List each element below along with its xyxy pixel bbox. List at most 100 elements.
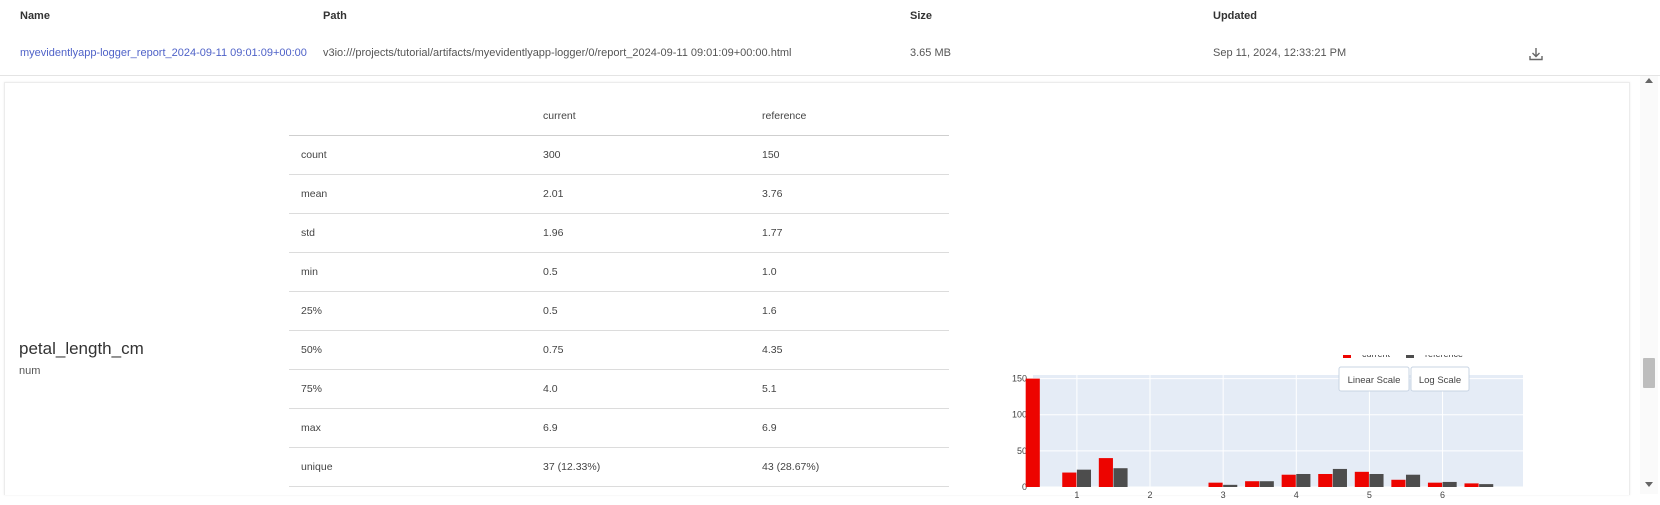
column-header-path[interactable]: Path <box>323 10 347 22</box>
stat-current: 0.75 <box>531 330 750 370</box>
column-header-size[interactable]: Size <box>910 10 933 22</box>
stat-reference: 4.35 <box>750 330 949 370</box>
histogram-bar-current <box>1025 378 1040 487</box>
table-row: 25% 0.5 1.6 <box>289 291 949 331</box>
x-tick-label: 5 <box>1367 490 1372 500</box>
x-tick-label: 6 <box>1440 490 1445 500</box>
histogram-bar-reference <box>1113 468 1128 487</box>
log-scale-button-label[interactable]: Log Scale <box>1419 375 1461 386</box>
linear-scale-button[interactable]: Linear Scale <box>1338 366 1410 392</box>
histogram-bar-current <box>1464 483 1479 487</box>
stat-reference: 1.6 <box>750 291 949 331</box>
stat-reference: 5.1 <box>750 369 949 409</box>
stat-current: 4.0 <box>531 369 750 409</box>
linear-scale-button-bg[interactable] <box>1338 366 1410 392</box>
artifact-name-link[interactable]: myevidentlyapp-logger_report_2024-09-11 … <box>20 47 307 59</box>
stat-current: 2.01 <box>531 174 750 214</box>
stat-current: 1.96 <box>531 213 750 253</box>
histogram-bar-reference <box>1223 484 1238 487</box>
histogram-bar-reference <box>1405 474 1421 487</box>
stat-label: min <box>289 252 531 292</box>
stat-current: 0.5 <box>531 291 750 331</box>
histogram-bar-reference <box>1259 481 1274 487</box>
stats-header-current: current <box>531 97 750 136</box>
artifacts-table-header: Name Path Size Updated <box>0 0 1660 35</box>
histogram-bar-reference <box>1369 473 1384 487</box>
x-tick-label: 3 <box>1221 490 1226 500</box>
stat-label: 50% <box>289 330 531 370</box>
legend-swatch-reference <box>1406 355 1414 358</box>
stat-reference: 150 <box>750 135 949 175</box>
statistics-table: current reference count 300 150 mean 2.01 3.… <box>289 97 949 487</box>
table-row: unique 37 (12.33%) 43 (28.67%) <box>289 447 949 487</box>
table-row: max 6.9 6.9 <box>289 408 949 448</box>
stat-reference: 43 (28.67%) <box>750 447 949 487</box>
stat-label: 75% <box>289 369 531 409</box>
artifact-path: v3io:///projects/tutorial/artifacts/myev… <box>323 47 792 59</box>
histogram-bar-current <box>1208 482 1223 487</box>
stat-current: 0.5 <box>531 252 750 292</box>
histogram-bar-reference <box>1076 469 1092 487</box>
scroll-up-arrow-icon[interactable] <box>1645 78 1653 83</box>
artifact-row[interactable]: myevidentlyapp-logger_report_2024-09-11 … <box>0 34 1660 76</box>
stats-header-row: current reference <box>289 97 949 136</box>
log-scale-button[interactable]: Log Scale <box>1410 366 1470 392</box>
legend-swatch-current <box>1343 355 1351 358</box>
table-row: count 300 150 <box>289 135 949 175</box>
histogram-bar-current <box>1245 481 1260 487</box>
x-tick-label: 1 <box>1074 490 1079 500</box>
histogram-bar-current <box>1427 482 1443 487</box>
y-tick-label: 0 <box>1022 482 1027 492</box>
histogram-bar-reference <box>1442 481 1457 487</box>
stat-current: 37 (12.33%) <box>531 447 750 487</box>
histogram-bar-current <box>1281 474 1296 487</box>
scroll-down-arrow-icon[interactable] <box>1645 482 1653 487</box>
histogram-bar-current <box>1354 471 1369 487</box>
histogram-bar-current <box>1062 472 1077 487</box>
histogram-bar-reference <box>1332 468 1347 487</box>
histogram-bar-current <box>1391 479 1406 487</box>
stat-label: count <box>289 135 531 175</box>
stat-label: mean <box>289 174 531 214</box>
column-header-updated[interactable]: Updated <box>1213 10 1257 22</box>
table-row: mean 2.01 3.76 <box>289 174 949 214</box>
log-scale-button-bg[interactable] <box>1410 366 1470 392</box>
stat-label: max <box>289 408 531 448</box>
legend-label-current: current <box>1362 355 1391 359</box>
vertical-scrollbar[interactable] <box>1640 76 1658 494</box>
artifact-size: 3.65 MB <box>910 47 951 59</box>
feature-type: num <box>19 365 41 377</box>
stat-reference: 3.76 <box>750 174 949 214</box>
stats-header-metric <box>289 97 531 136</box>
histogram-bar-reference <box>1296 473 1311 487</box>
stat-label: unique <box>289 447 531 487</box>
histogram-bar-current <box>1318 473 1333 487</box>
stats-header-reference: reference <box>750 97 949 136</box>
feature-name: petal_length_cm <box>19 339 144 358</box>
table-row: 50% 0.75 4.35 <box>289 330 949 370</box>
column-header-name[interactable]: Name <box>20 10 50 22</box>
x-tick-label: 2 <box>1148 490 1153 500</box>
linear-scale-button-label[interactable]: Linear Scale <box>1348 375 1401 386</box>
y-tick-label: 150 <box>1012 374 1027 384</box>
histogram-bar-reference <box>1479 484 1494 487</box>
distribution-histogram: 0 50 100 150 1 2 3 4 5 6 current reference Linear Sc… <box>1012 355 1523 500</box>
table-row: std 1.96 1.77 <box>289 213 949 253</box>
legend-label-reference: reference <box>1425 355 1463 359</box>
stat-label: 25% <box>289 291 531 331</box>
stat-current: 300 <box>531 135 750 175</box>
artifact-updated: Sep 11, 2024, 12:33:21 PM <box>1213 47 1347 59</box>
table-row: 75% 4.0 5.1 <box>289 369 949 409</box>
stat-reference: 6.9 <box>750 408 949 448</box>
stat-current: 6.9 <box>531 408 750 448</box>
histogram-bar-current <box>1098 458 1113 487</box>
table-row: min 0.5 1.0 <box>289 252 949 292</box>
download-icon[interactable] <box>1527 45 1545 63</box>
stat-reference: 1.77 <box>750 213 949 253</box>
stat-label: std <box>289 213 531 253</box>
scrollbar-thumb[interactable] <box>1643 358 1655 388</box>
report-preview-panel: petal_length_cm num current reference co… <box>4 82 1630 500</box>
stat-reference: 1.0 <box>750 252 949 292</box>
y-tick-label: 50 <box>1017 446 1027 456</box>
y-tick-label: 100 <box>1012 410 1027 420</box>
